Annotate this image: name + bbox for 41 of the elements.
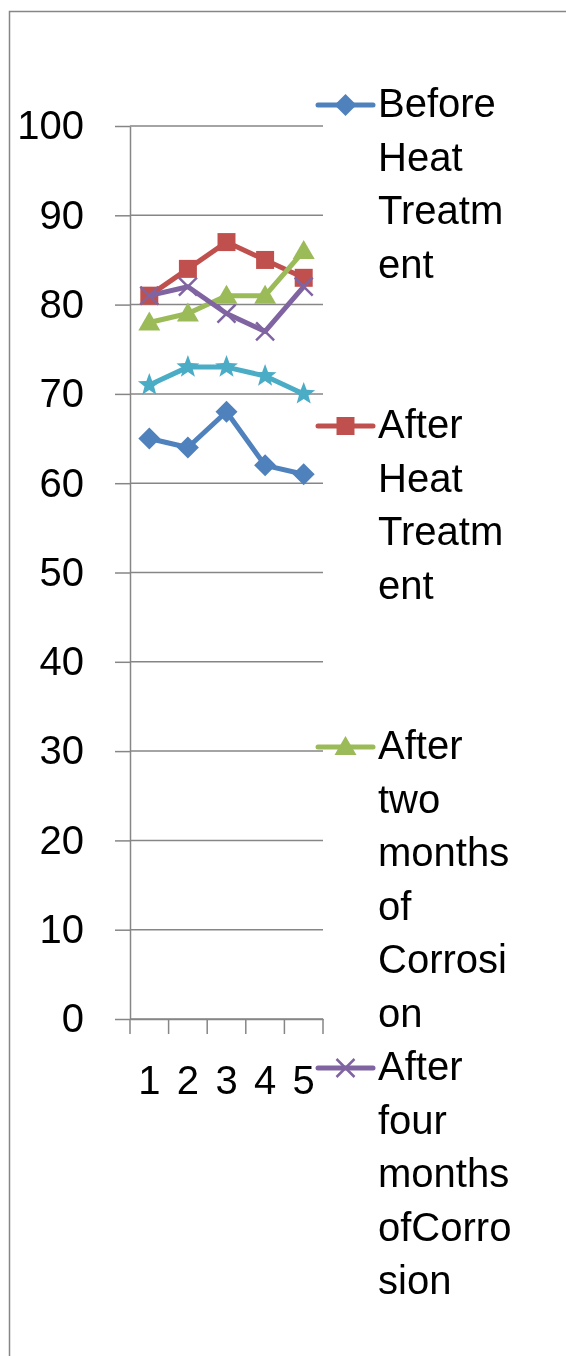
y-tick-label: 90	[39, 192, 84, 237]
y-tick-label: 70	[39, 371, 84, 416]
y-tick-label: 20	[39, 817, 84, 862]
point	[254, 321, 276, 342]
point	[215, 400, 238, 423]
y-tick-label: 0	[61, 996, 84, 1041]
point	[176, 436, 199, 459]
x-tick-label: 5	[292, 1058, 315, 1103]
point	[215, 355, 238, 377]
y-tick-label: 30	[39, 728, 84, 773]
point	[176, 302, 199, 322]
legend-label: Before Heat Treatment	[378, 81, 507, 286]
y-tick-label: 60	[39, 460, 84, 505]
point	[292, 240, 315, 260]
point	[254, 284, 277, 304]
point	[177, 276, 199, 297]
point	[293, 276, 314, 297]
x-tick-label: 2	[176, 1058, 200, 1103]
y-tick-label: 10	[39, 907, 84, 951]
y-tick-label: 100	[17, 103, 84, 148]
legend-label: After four months ofCorrosion	[378, 1044, 521, 1302]
y-tick-label: 40	[39, 639, 84, 684]
point	[292, 463, 315, 486]
point	[178, 259, 197, 278]
point	[254, 454, 277, 477]
point	[176, 355, 200, 377]
point	[138, 427, 161, 450]
point	[217, 233, 236, 252]
point	[215, 284, 238, 304]
legend-label: After Heat Treatment	[378, 402, 504, 607]
point	[138, 311, 161, 331]
point	[216, 303, 237, 324]
y-tick-label: 80	[39, 281, 84, 326]
y-tick-label: 50	[39, 549, 84, 594]
point	[292, 381, 316, 404]
x-tick-label: 4	[253, 1058, 277, 1103]
x-tick-label: 3	[215, 1058, 238, 1103]
point	[137, 372, 161, 395]
legend-label: After two months of Corrosion	[378, 723, 521, 1035]
x-tick-label: 1	[138, 1058, 161, 1103]
point	[256, 250, 275, 269]
